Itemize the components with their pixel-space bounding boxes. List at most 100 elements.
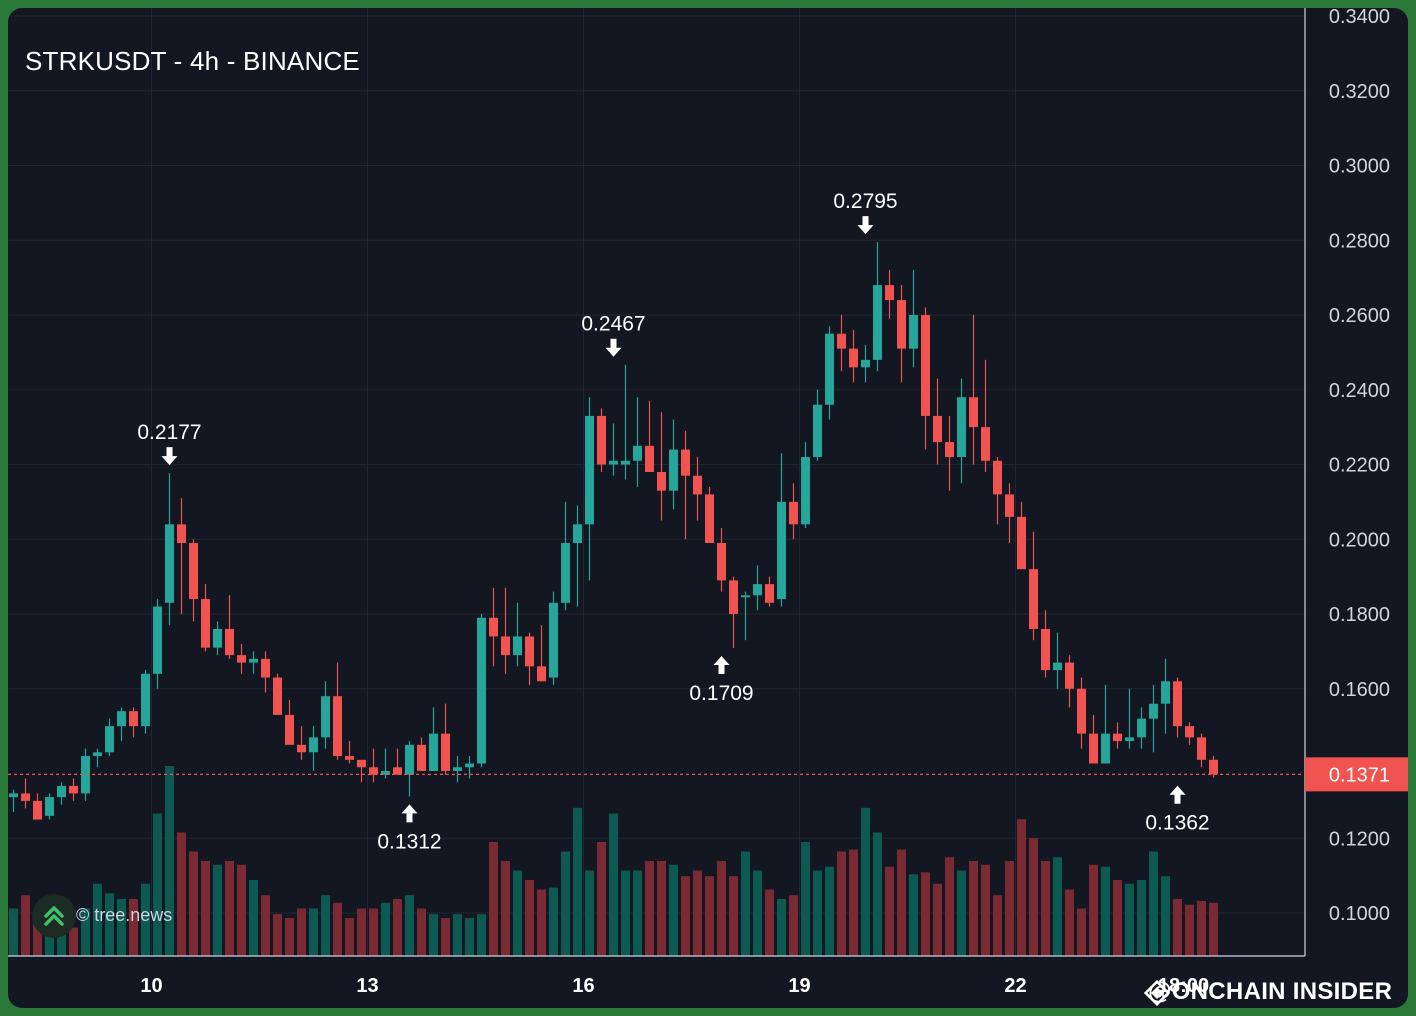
candle-body [1041,628,1050,671]
candle-body [549,602,558,678]
candle-body [249,658,258,663]
chart-frame: 0.2177 0.1312 0.2467 0.1709 0.2795 0.1362 0.3… [8,8,1408,1008]
candle-body [225,628,234,656]
volume-bar [393,899,402,956]
volume-bar [21,895,30,956]
volume-bar [165,766,174,956]
candle-body [1053,662,1062,671]
binance-square-icon [1144,980,1170,1006]
candle-body [777,501,786,600]
candle-body [1185,726,1194,738]
volume-bar [981,864,990,956]
volume-bar [1041,861,1050,956]
volume-bar [81,908,90,956]
volume-bar [477,914,486,956]
x-tick-label: 13 [356,975,378,997]
candle-body [537,666,546,682]
tree-news-logo [32,894,76,938]
candles [9,242,1218,820]
grid-lines [8,8,1305,956]
volume-bar [201,861,210,956]
candlestick-chart[interactable]: 0.2177 0.1312 0.2467 0.1709 0.2795 0.1362 0.3… [8,8,1408,1008]
volume-bar [825,866,834,956]
candle-body [825,333,834,405]
candle-body [369,767,378,775]
volume-bar [1137,880,1146,956]
volume-bar [357,908,366,956]
volume-bar [1017,819,1026,956]
volume-bar [801,842,810,956]
candle-body [273,677,282,715]
candle-body [813,404,822,458]
arrow-up-icon [713,656,730,675]
candle-body [1125,737,1134,742]
candle-body [213,628,222,648]
x-tick-label: 10 [140,975,162,997]
volume-bar [177,832,186,956]
volume-bar [645,861,654,956]
y-tick-label: 0.1800 [1329,604,1390,626]
volume-bar [9,908,18,956]
volume-bar [969,861,978,956]
candle-body [141,673,150,727]
candle-body [981,427,990,461]
candle-body [429,733,438,771]
candle-body [1089,733,1098,764]
candle-body [117,711,126,727]
candle-body [1161,681,1170,704]
volume-bar [1101,866,1110,956]
candle-body [1077,688,1086,734]
volume-bar [777,899,786,956]
x-tick-label: 19 [788,975,810,997]
volume-bar [609,813,618,956]
candle-body [573,524,582,543]
volume-bar [657,861,666,956]
volume-bar [1113,880,1122,956]
volume-bar [1053,857,1062,956]
candle-body [1101,733,1110,764]
volume-bar [429,914,438,956]
candle-body [453,767,462,771]
y-tick-label: 0.2600 [1329,305,1390,327]
volume-bar [549,887,558,956]
volume-bar [1149,851,1158,956]
volume-bar [69,927,78,956]
candle-body [909,315,918,349]
credit-text: © tree.news [76,905,173,925]
volume-bar [1065,889,1074,956]
y-tick-label: 0.2000 [1329,529,1390,551]
volume-bar [1077,908,1086,956]
volume-bar [597,842,606,956]
volume-bar [1209,902,1218,956]
volume-bar [1005,861,1014,956]
candle-body [1197,737,1206,760]
high-annotation-label: 0.2467 [581,313,645,336]
candle-body [441,733,450,771]
candle-body [669,449,678,491]
price-annotations: 0.2177 0.1312 0.2467 0.1709 0.2795 0.1362 [137,190,1209,853]
candle-body [417,744,426,771]
y-tick-label: 0.3400 [1329,8,1390,28]
candle-body [345,756,354,760]
y-tick-label: 0.1600 [1329,679,1390,701]
candle-body [1209,759,1218,775]
volume-bar [213,864,222,956]
watermark-text: @ONCHAIN INSIDER [1148,978,1393,1005]
candle-body [33,800,42,820]
arrow-down-icon [857,216,874,235]
candle-body [333,696,342,757]
candle-body [885,285,894,301]
candle-body [1149,703,1158,719]
volume-bar [573,807,582,956]
current-price-label: 0.1371 [1329,764,1390,786]
candle-body [729,580,738,615]
volume-bar [741,851,750,956]
volume-bar [189,851,198,956]
volume-bar [957,870,966,956]
candle-body [513,636,522,656]
volume-bar [921,872,930,956]
candle-body [645,445,654,472]
candle-body [1137,718,1146,738]
volume-bar [237,864,246,956]
volume-bar [753,870,762,956]
